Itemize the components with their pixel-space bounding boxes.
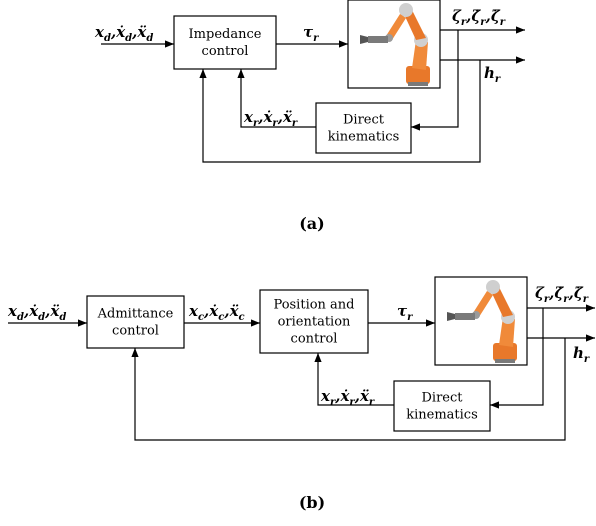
signal-subscript: d — [104, 33, 111, 44]
block — [316, 103, 411, 153]
block-label: Impedance — [189, 27, 262, 42]
caption: (a) — [299, 214, 325, 233]
block-label: kinematics — [328, 130, 400, 145]
signal-label: τr — [397, 302, 413, 323]
block-label: kinematics — [406, 408, 478, 423]
panel-a: Impedance control Direct kinematics xd,ẋd,ẍd… — [94, 0, 525, 233]
signal-subscript: r — [407, 312, 413, 323]
signal-label: xc,ẋc,ẍc — [188, 302, 245, 323]
signal-label: xd,ẋd,ẍd — [94, 23, 153, 44]
signal-subscript: r — [369, 397, 375, 408]
block-label: orientation — [278, 315, 351, 330]
signal-subscript: r — [500, 17, 506, 28]
signal-subscript: d — [146, 33, 153, 44]
signal-subscript: c — [239, 312, 245, 323]
signal-subscript: d — [125, 33, 132, 44]
signal-label: ζr,ζ̇r,ζ̈r — [535, 284, 589, 305]
block — [394, 381, 490, 431]
panel-b: Admittance control Position and orientation… — [7, 277, 595, 512]
signal-subscript: d — [59, 312, 66, 323]
signal-subscript: r — [583, 294, 589, 305]
signal-symbol: h — [573, 344, 584, 362]
signal-label: xr,ẋr,ẍr — [320, 387, 375, 408]
block-label: Direct — [343, 113, 385, 128]
signal-label: xr,ẋr,ẍr — [243, 108, 298, 129]
robot-image — [435, 277, 527, 365]
block-label: control — [291, 332, 338, 347]
block-label: control — [202, 44, 249, 59]
block — [174, 16, 276, 69]
robot-image — [348, 0, 440, 88]
caption: (b) — [299, 493, 325, 512]
block — [87, 296, 184, 348]
signal-label: xd,ẋd,ẍd — [7, 302, 66, 323]
block-label: Direct — [422, 391, 464, 406]
signal-subscript: r — [292, 118, 298, 129]
block-label: Admittance — [97, 307, 174, 322]
block-label: Position and — [273, 298, 354, 313]
signal-label: τr — [303, 23, 319, 44]
block-label: control — [112, 324, 159, 339]
signal-label: hr — [573, 344, 590, 365]
signal-subscript: d — [38, 312, 45, 323]
signal-subscript: r — [584, 354, 590, 365]
signal-subscript: r — [313, 33, 319, 44]
signal-label: hr — [484, 64, 501, 85]
block-diagrams: Impedance control Direct kinematics xd,ẋd,ẍd… — [0, 0, 596, 526]
signal-subscript: r — [495, 74, 501, 85]
signal-label: ζr,ζ̇r,ζ̈r — [452, 7, 506, 28]
signal-subscript: d — [17, 312, 24, 323]
signal-symbol: h — [484, 64, 495, 82]
